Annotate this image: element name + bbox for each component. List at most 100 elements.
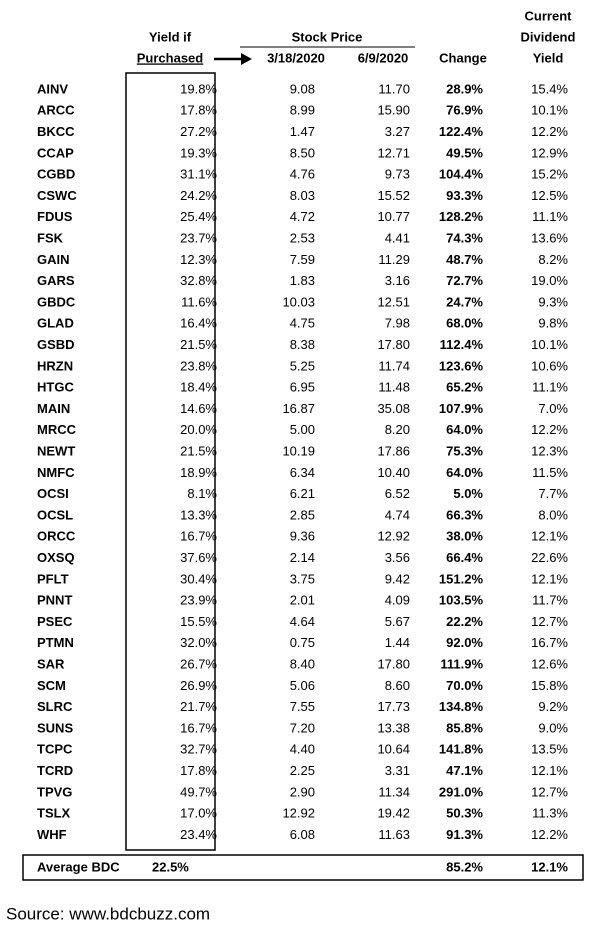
- price-start: 4.64: [290, 614, 315, 629]
- change: 85.8%: [446, 720, 483, 735]
- ticker: PFLT: [37, 571, 69, 586]
- price-start: 10.03: [282, 294, 315, 309]
- change: 291.0%: [439, 784, 484, 799]
- current-yield: 12.5%: [531, 188, 568, 203]
- yield-if-purchased: 16.7%: [180, 529, 217, 544]
- yield-if-purchased: 37.6%: [180, 550, 217, 565]
- average-change: 85.2%: [446, 859, 483, 874]
- yield-if-purchased: 26.7%: [180, 657, 217, 672]
- current-yield: 19.0%: [531, 273, 568, 288]
- price-start: 2.53: [290, 231, 315, 246]
- header: Dividend: [521, 29, 576, 44]
- change: 64.0%: [446, 422, 483, 437]
- ticker: GSBD: [37, 337, 75, 352]
- yield-if-purchased: 13.3%: [180, 507, 217, 522]
- change: 66.4%: [446, 550, 483, 565]
- current-yield: 7.0%: [538, 401, 568, 416]
- yield-if-purchased: 30.4%: [180, 571, 217, 586]
- price-start: 2.85: [290, 507, 315, 522]
- change: 103.5%: [439, 593, 484, 608]
- current-yield: 15.8%: [531, 678, 568, 693]
- current-yield: 16.7%: [531, 635, 568, 650]
- price-start: 1.83: [290, 273, 315, 288]
- change: 38.0%: [446, 529, 483, 544]
- change: 49.5%: [446, 145, 483, 160]
- current-yield: 12.7%: [531, 784, 568, 799]
- ticker: TCPC: [37, 742, 73, 757]
- change: 141.8%: [439, 742, 484, 757]
- change: 91.3%: [446, 827, 483, 842]
- price-end: 10.40: [377, 465, 410, 480]
- price-start: 8.50: [290, 145, 315, 160]
- yield-if-purchased: 17.8%: [180, 103, 217, 118]
- yield-if-purchased: 21.5%: [180, 337, 217, 352]
- price-start: 4.40: [290, 742, 315, 757]
- current-yield: 13.5%: [531, 742, 568, 757]
- change: 111.9%: [440, 657, 483, 672]
- yield-if-purchased: 19.8%: [180, 81, 217, 96]
- average-current: 12.1%: [531, 859, 568, 874]
- yield-if-purchased: 32.7%: [180, 742, 217, 757]
- change: 74.3%: [446, 231, 483, 246]
- source: Source: www.bdcbuzz.com: [6, 904, 210, 923]
- ticker: PSEC: [37, 614, 73, 629]
- change: 75.3%: [446, 444, 483, 459]
- yield-if-purchased: 21.7%: [180, 699, 217, 714]
- change: 65.2%: [446, 380, 483, 395]
- average-box: [22, 854, 584, 881]
- current-yield: 12.7%: [531, 614, 568, 629]
- change: 128.2%: [439, 209, 484, 224]
- ticker: OCSI: [37, 486, 69, 501]
- current-yield: 11.5%: [532, 465, 568, 480]
- yield-if-purchased: 18.4%: [180, 380, 217, 395]
- header: Yield: [533, 50, 564, 65]
- current-yield: 12.2%: [531, 422, 568, 437]
- ticker: SAR: [37, 657, 65, 672]
- ticker: WHF: [37, 827, 67, 842]
- current-yield: 11.1%: [532, 209, 568, 224]
- current-yield: 11.1%: [532, 380, 568, 395]
- ticker: TSLX: [37, 806, 71, 821]
- yield-if-purchased: 24.2%: [180, 188, 217, 203]
- change: 92.0%: [446, 635, 483, 650]
- header: 3/18/2020: [267, 50, 325, 65]
- price-start: 5.06: [290, 678, 315, 693]
- price-start: 2.90: [290, 784, 315, 799]
- price-end: 12.51: [377, 294, 410, 309]
- price-start: 2.14: [290, 550, 315, 565]
- yield-if-purchased: 8.1%: [187, 486, 217, 501]
- ticker: BKCC: [37, 124, 75, 139]
- price-start: 7.55: [290, 699, 315, 714]
- yield-if-purchased: 21.5%: [180, 444, 217, 459]
- change: 70.0%: [446, 678, 483, 693]
- price-end: 17.73: [377, 699, 410, 714]
- current-yield: 12.2%: [531, 124, 568, 139]
- price-end: 15.90: [377, 103, 410, 118]
- current-yield: 10.1%: [531, 337, 568, 352]
- price-end: 8.60: [385, 678, 410, 693]
- price-end: 15.52: [377, 188, 410, 203]
- price-end: 5.67: [385, 614, 410, 629]
- ticker: MAIN: [37, 401, 70, 416]
- change: 104.4%: [439, 167, 484, 182]
- price-end: 13.38: [377, 720, 410, 735]
- current-yield: 9.8%: [538, 316, 568, 331]
- ticker: HRZN: [37, 358, 73, 373]
- price-start: 16.87: [282, 401, 315, 416]
- price-start: 0.75: [290, 635, 315, 650]
- arrow-head: [241, 53, 252, 65]
- current-yield: 12.6%: [531, 657, 568, 672]
- price-end: 11.74: [378, 358, 410, 373]
- header: Current: [525, 8, 573, 23]
- ticker: SUNS: [37, 720, 73, 735]
- price-end: 11.70: [378, 81, 410, 96]
- yield-if-purchased: 31.1%: [180, 167, 217, 182]
- price-end: 11.63: [378, 827, 410, 842]
- yield-if-purchased: 17.8%: [180, 763, 217, 778]
- current-yield: 11.3%: [532, 806, 568, 821]
- ticker: GBDC: [37, 294, 76, 309]
- yield-if-purchased: 23.4%: [180, 827, 217, 842]
- yield-if-purchased: 14.6%: [180, 401, 217, 416]
- price-end: 11.48: [378, 380, 410, 395]
- change: 5.0%: [453, 486, 483, 501]
